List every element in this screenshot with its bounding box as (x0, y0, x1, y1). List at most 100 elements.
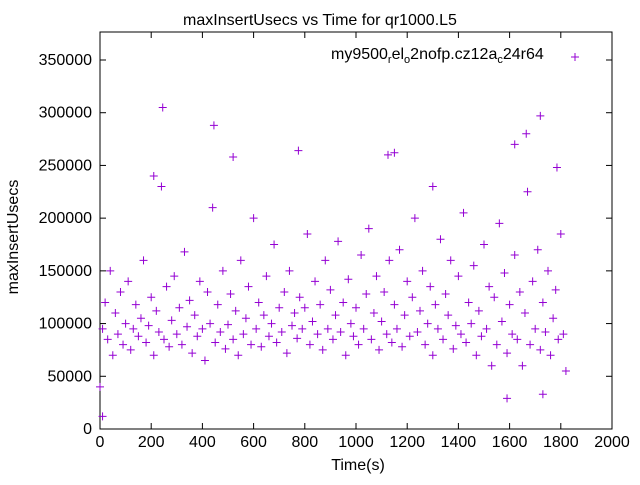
data-point (375, 345, 384, 354)
data-point (147, 293, 156, 302)
data-point (154, 328, 163, 337)
x-tick-label: 1800 (543, 434, 579, 451)
data-point (213, 300, 222, 309)
data-point (352, 303, 360, 312)
data-point (528, 277, 537, 286)
data-point (180, 247, 189, 256)
data-point (308, 317, 317, 326)
data-point (357, 251, 366, 260)
data-point (510, 251, 519, 260)
data-point (142, 338, 151, 347)
data-point (224, 320, 232, 329)
data-point (193, 332, 202, 341)
data-point (96, 382, 104, 391)
x-tick-label: 1000 (338, 434, 374, 451)
data-point (505, 300, 514, 309)
x-tick-label: 800 (291, 434, 318, 451)
data-point (257, 342, 266, 351)
x-tick-label: 1200 (389, 434, 425, 451)
data-point (236, 256, 245, 265)
y-tick-label: 100000 (39, 316, 92, 333)
data-point (492, 340, 501, 349)
y-tick-label: 200000 (39, 210, 92, 227)
y-tick-label: 350000 (39, 52, 92, 69)
data-point (538, 390, 547, 399)
data-point (400, 311, 409, 320)
data-point (472, 351, 481, 360)
data-point (272, 338, 281, 347)
data-point (523, 187, 532, 196)
data-point (503, 394, 512, 403)
plot-border (99, 31, 613, 430)
x-tick-label: 1400 (441, 434, 477, 451)
data-point (158, 103, 167, 112)
data-point (198, 324, 207, 333)
data-point (160, 335, 168, 344)
data-point (459, 208, 468, 217)
data-point (247, 340, 256, 349)
legend-part: el (391, 46, 405, 63)
data-point (536, 345, 545, 354)
x-axis-label: Time(s) (331, 457, 385, 474)
data-point (209, 121, 218, 130)
data-point (559, 330, 568, 339)
data-point (510, 140, 519, 149)
data-point (303, 229, 312, 238)
data-point (313, 330, 322, 339)
data-point (344, 275, 353, 284)
data-point (367, 335, 376, 344)
data-point (111, 309, 120, 318)
data-point (162, 282, 171, 291)
data-point (294, 146, 303, 155)
data-point (431, 300, 440, 309)
data-point (226, 290, 235, 299)
chart-title: maxInsertUsecs vs Time for qr1000.L5 (183, 12, 457, 29)
data-point (518, 361, 527, 370)
data-point (395, 245, 404, 254)
legend-marker (571, 53, 579, 61)
data-point (495, 219, 504, 228)
data-point (267, 319, 276, 328)
legend-part: my9500 (331, 46, 388, 63)
y-tick-label: 300000 (39, 105, 92, 122)
data-point (129, 324, 138, 333)
data-point (485, 282, 494, 291)
data-point (398, 342, 407, 351)
data-point (546, 351, 555, 360)
data-point (503, 349, 512, 358)
data-point (249, 214, 258, 223)
x-tick-label: 1600 (492, 434, 528, 451)
legend-part: 2nofp.cz12a (410, 46, 498, 63)
data-point (321, 256, 330, 265)
data-point (369, 309, 378, 318)
data-point (533, 245, 542, 254)
data-point (536, 111, 545, 120)
data-point (290, 309, 299, 318)
data-point (259, 311, 268, 320)
data-point (282, 349, 291, 358)
data-point (116, 287, 125, 296)
data-point (119, 340, 128, 349)
data-point (326, 285, 335, 294)
data-point (106, 266, 115, 275)
data-point (556, 229, 565, 238)
data-point (408, 293, 417, 302)
data-point (264, 332, 273, 341)
data-point (490, 293, 499, 302)
data-point (474, 306, 483, 315)
data-point (175, 303, 184, 312)
data-point (200, 356, 209, 365)
data-point (428, 182, 437, 191)
data-point (462, 338, 471, 347)
data-point (134, 332, 143, 341)
data-point (413, 328, 422, 337)
data-point (305, 340, 314, 349)
data-point (433, 324, 442, 333)
data-point (551, 285, 560, 294)
legend-part: 24r64 (502, 46, 544, 63)
data-point (295, 293, 304, 302)
data-point (444, 311, 453, 320)
data-point (300, 303, 309, 312)
